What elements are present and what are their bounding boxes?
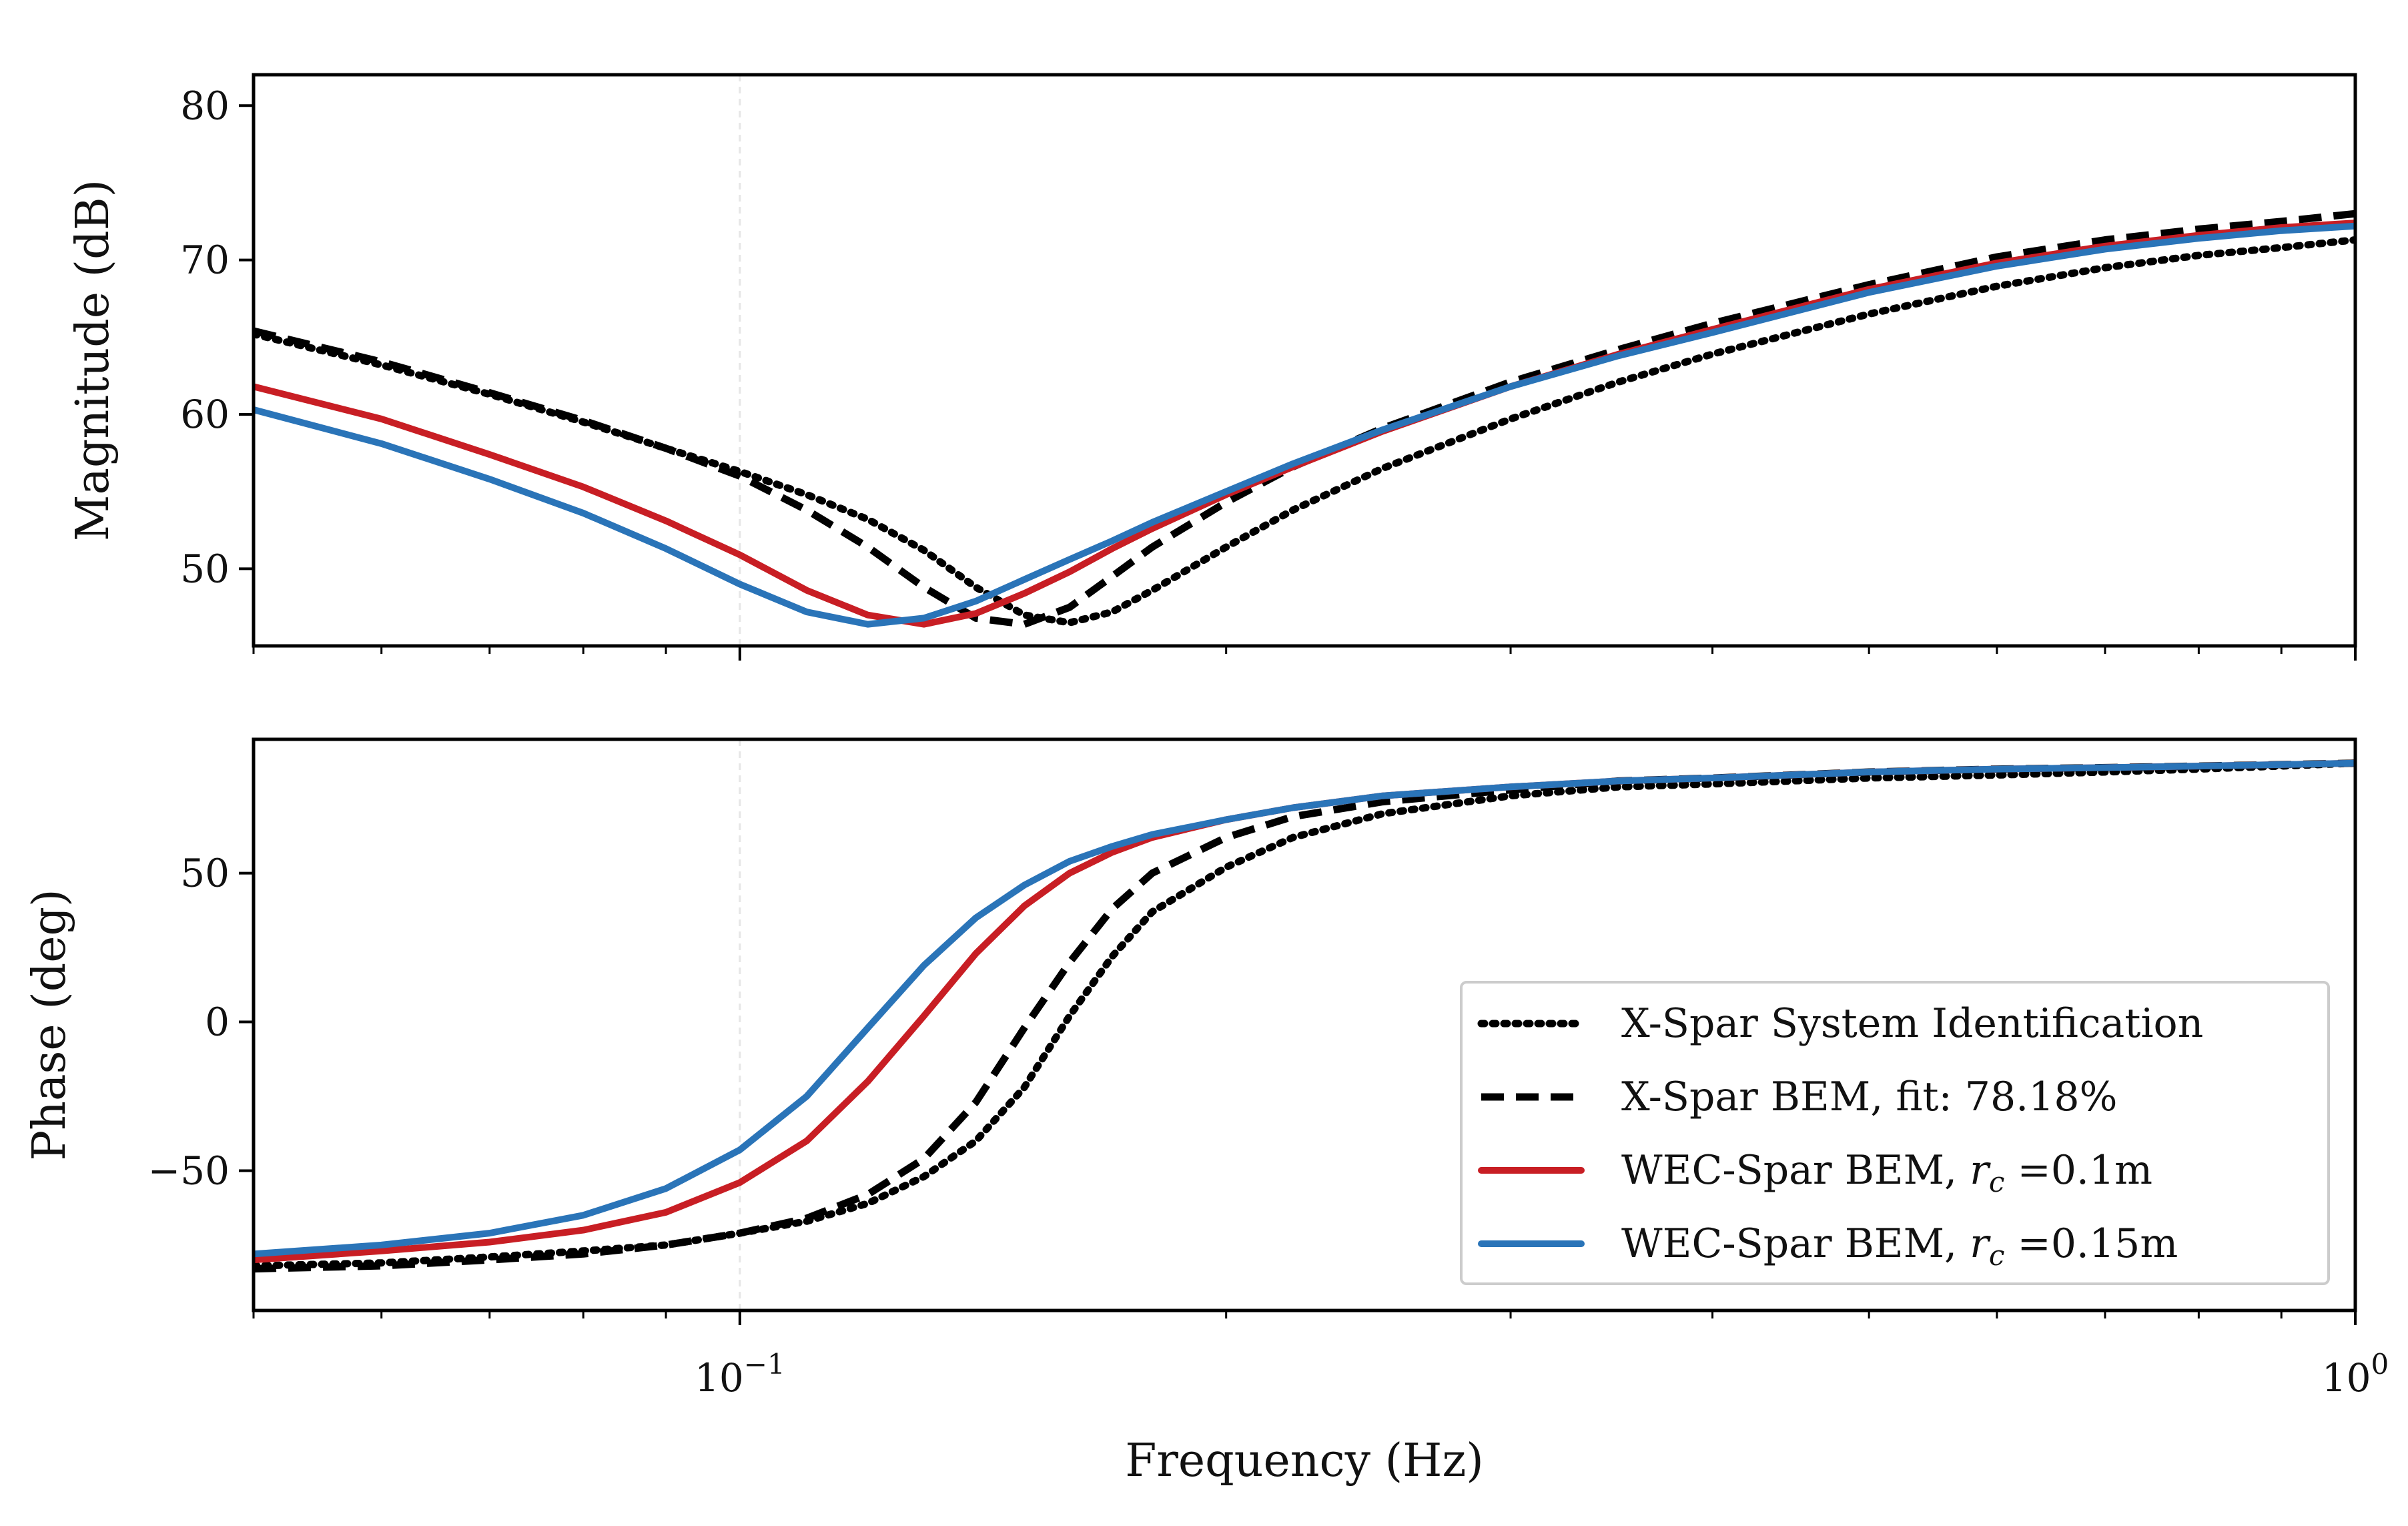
phase-axes-frame xyxy=(252,737,2357,1312)
magnitude-y-axis-label: Magnitude (dB) xyxy=(67,179,119,541)
frequency-x-tick-label-1: 100 xyxy=(2322,1348,2389,1401)
phase-series-4-line xyxy=(254,759,2355,1258)
magnitude-series-4-line xyxy=(254,222,2355,628)
magnitude-axes-frame xyxy=(252,73,2357,648)
legend-label-3: WEC-Spar BEM, rc =0.1m xyxy=(1621,1147,2152,1198)
magnitude-y-tick-label-1: 60 xyxy=(180,392,230,437)
phase-x-ticks: 10−1 100 xyxy=(252,1310,2389,1401)
magnitude-panel: 50 60 70 80 Magnitude (dB) xyxy=(67,73,2357,661)
phase-panel: −50 0 50 10−1 100 Phase (deg) Frequency (Hz… xyxy=(23,737,2389,1487)
magnitude-y-tick-label-3: 80 xyxy=(180,83,230,128)
phase-series-group xyxy=(254,759,2355,1273)
phase-y-tick-label-1: 0 xyxy=(205,1000,230,1045)
frequency-x-axis-label: Frequency (Hz) xyxy=(1125,1435,1484,1487)
magnitude-y-ticks: 50 60 70 80 xyxy=(180,83,254,591)
phase-y-ticks: −50 0 50 xyxy=(148,851,254,1193)
magnitude-series-2-line xyxy=(254,210,2355,629)
legend: X-Spar System Identification X-Spar BEM, … xyxy=(1460,981,2330,1285)
legend-label-4: WEC-Spar BEM, rc =0.15m xyxy=(1621,1220,2178,1272)
phase-y-axis-label: Phase (deg) xyxy=(23,889,76,1160)
phase-y-tick-label-0: −50 xyxy=(148,1148,230,1193)
legend-label-2: X-Spar BEM, fit: 78.18% xyxy=(1621,1074,2118,1120)
magnitude-series-group xyxy=(254,210,2355,629)
magnitude-series-1-line xyxy=(254,236,2355,627)
magnitude-y-tick-label-2: 70 xyxy=(180,238,230,283)
frequency-x-tick-label-0: 10−1 xyxy=(695,1348,785,1401)
legend-box xyxy=(1460,981,2330,1285)
phase-y-tick-label-2: 50 xyxy=(180,851,230,896)
legend-label-1: X-Spar System Identification xyxy=(1621,1000,2203,1047)
magnitude-y-tick-label-0: 50 xyxy=(180,546,230,591)
